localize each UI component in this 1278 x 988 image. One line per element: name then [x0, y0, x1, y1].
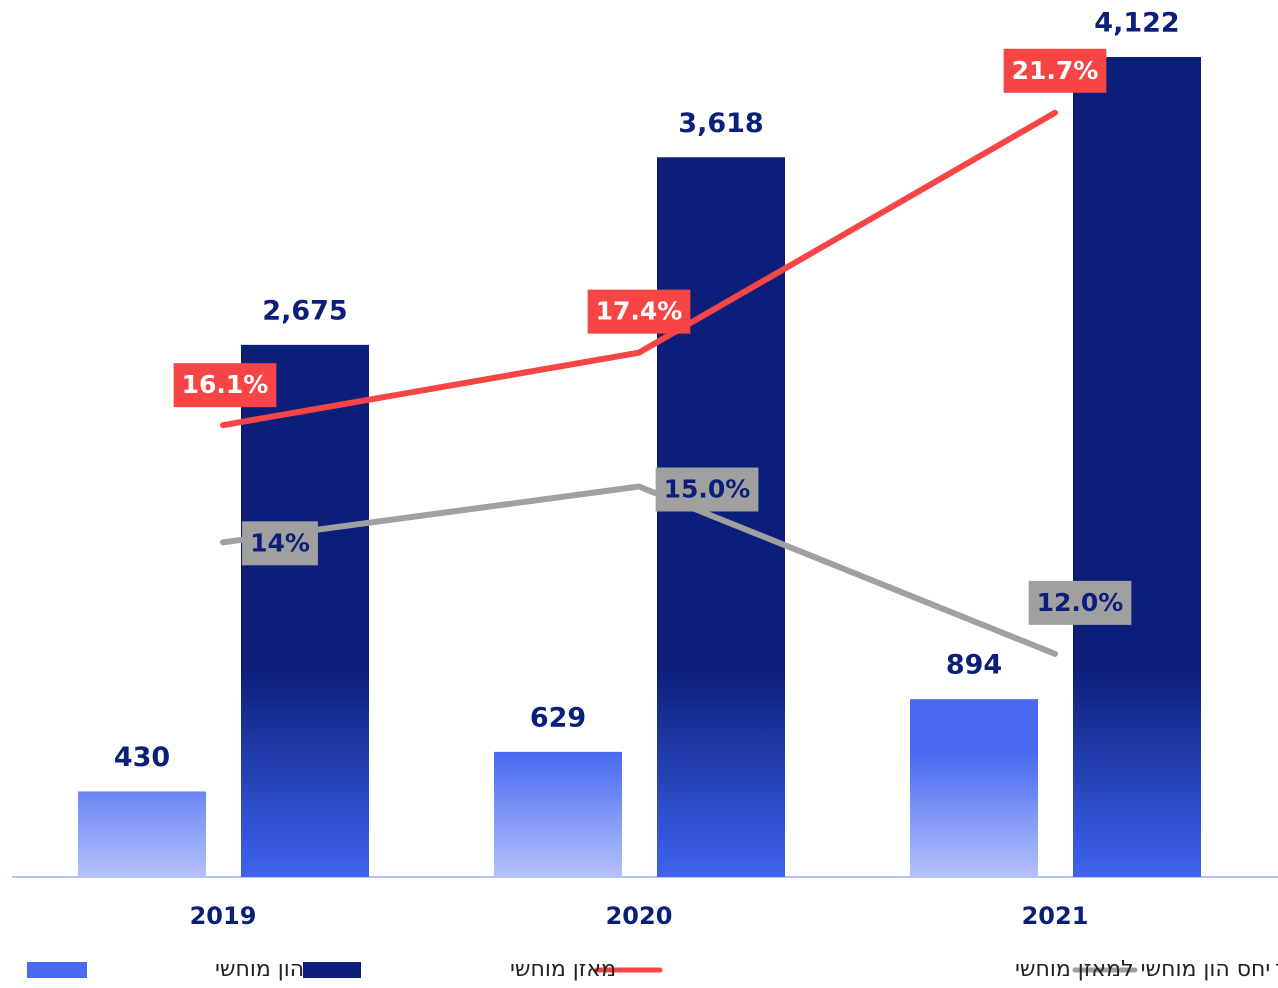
- label-box: [587, 289, 691, 334]
- x-tick-label: 2020: [606, 902, 673, 930]
- data-label: 12.0%: [1037, 588, 1124, 617]
- label-box: [1028, 580, 1132, 625]
- line: [220, 109, 1058, 429]
- legend-swatch: [27, 962, 87, 978]
- data-label: 21.7%: [1012, 56, 1099, 85]
- data-label: 14%: [250, 528, 310, 557]
- value-label: 629: [530, 702, 586, 733]
- value-label: 4,122: [1094, 8, 1179, 39]
- value-label: 3,618: [678, 108, 763, 139]
- bar: [910, 699, 1038, 877]
- x-tick-label: 2021: [1022, 902, 1089, 930]
- x-tick-label: 2019: [190, 902, 257, 930]
- line: [220, 483, 1058, 657]
- bar: [1073, 57, 1201, 877]
- data-label: 17.4%: [596, 297, 683, 326]
- bar: [494, 751, 622, 877]
- value-label: 894: [946, 650, 1002, 681]
- legend-label: הון מוחשי: [215, 957, 304, 982]
- legend-label: מאזן מוחשי: [510, 957, 616, 982]
- legend-swatch: [303, 962, 361, 978]
- legend-label: הרף המותר: [1275, 957, 1278, 982]
- data-label: 16.1%: [182, 370, 269, 399]
- value-label: 2,675: [262, 295, 347, 326]
- label-box: [242, 521, 318, 566]
- legend-label: יחס הון מוחשי למאזן מוחשי: [1015, 957, 1270, 982]
- data-label: 15.0%: [664, 475, 751, 504]
- label-box: [1003, 48, 1107, 93]
- bar: [241, 344, 369, 877]
- bar: [78, 791, 206, 877]
- label-box: [173, 363, 277, 408]
- label-box: [655, 467, 759, 512]
- value-label: 430: [114, 742, 170, 773]
